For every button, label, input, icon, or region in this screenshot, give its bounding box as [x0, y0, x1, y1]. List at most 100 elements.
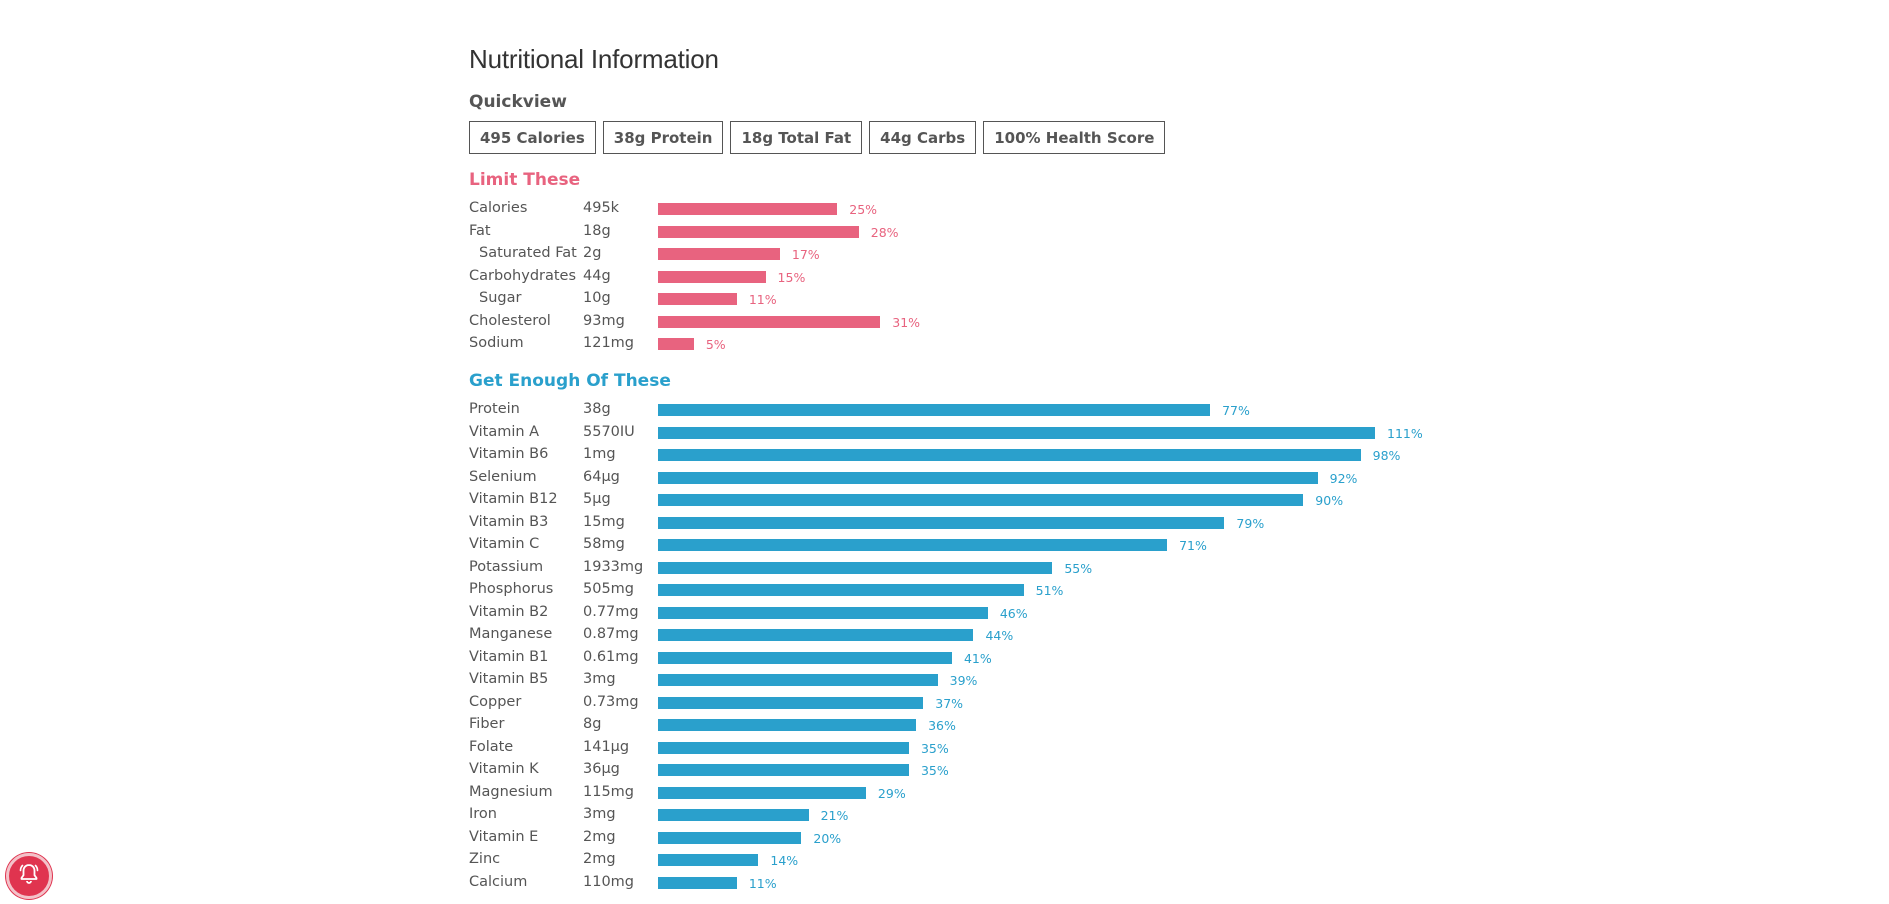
nutrient-name: Copper [469, 693, 522, 710]
nutrient-amount: 10g [583, 290, 611, 306]
nutrient-name: Fat [469, 222, 491, 239]
enough-bar [658, 809, 809, 821]
page-title: Nutritional Information [469, 44, 719, 74]
percent-label: 36% [928, 718, 956, 733]
percent-label: 11% [748, 292, 777, 307]
percent-label: 11% [748, 875, 777, 891]
nutrient-amount: 0.87mg [583, 626, 639, 642]
quickview-calories[interactable]: 495 Calories [469, 121, 596, 154]
quickview-carbs[interactable]: 44g Carbs [869, 121, 977, 154]
notification-bell-button[interactable] [6, 853, 52, 899]
percent-label: 20% [813, 830, 842, 846]
percent-label: 90% [1315, 493, 1344, 508]
percent-label: 111% [1387, 425, 1423, 441]
nutrient-amount: 0.77mg [583, 603, 639, 620]
enough-bar [658, 831, 802, 844]
nutrient-name: Vitamin B1 [469, 648, 549, 665]
enough-bar [658, 854, 759, 866]
nutrient-amount: 2mg [583, 851, 616, 867]
nutrient-name: Vitamin B3 [469, 513, 549, 530]
nutrient-name: Sodium [469, 335, 524, 351]
enough-bar [658, 741, 909, 754]
nutrient-name: Calcium [469, 873, 528, 890]
limit-bar [658, 203, 838, 215]
limit-bar [658, 315, 881, 328]
nutrient-name: Magnesium [469, 783, 553, 800]
percent-label: 28% [870, 224, 899, 240]
nutrient-name: Vitamin A [469, 423, 540, 440]
enough-bar [658, 494, 1304, 506]
nutrient-amount: 115mg [583, 783, 635, 800]
quickview-row: 495 Calories 38g Protein 18g Total Fat 4… [469, 121, 1166, 154]
nutrient-amount: 1933mg [583, 558, 644, 575]
nutrient-name: Zinc [469, 851, 501, 867]
nutrient-amount: 93mg [583, 312, 625, 329]
nutrient-amount: 2g [583, 245, 602, 261]
enough-bar [658, 561, 1053, 574]
percent-label: 39% [949, 673, 978, 688]
limit-heading: Limit These [469, 170, 581, 190]
nutrient-amount: 15mg [583, 513, 625, 530]
enough-bar [658, 606, 988, 619]
nutrient-name: Fiber [469, 716, 505, 732]
nutrient-name: Vitamin B5 [469, 671, 549, 687]
limit-bar [658, 225, 859, 238]
quickview-protein[interactable]: 38g Protein [602, 121, 724, 154]
nutrient-amount: 44g [583, 267, 611, 284]
percent-label: 25% [849, 202, 878, 217]
nutrient-amount: 8g [583, 716, 602, 732]
percent-label: 37% [935, 695, 964, 711]
nutrient-amount: 3mg [583, 671, 616, 687]
nutrient-amount: 505mg [583, 581, 635, 597]
enough-bar [658, 471, 1318, 484]
enough-bar [658, 764, 909, 776]
limit-bar [658, 270, 766, 283]
enough-bar [658, 584, 1024, 596]
nutrient-name: Iron [469, 806, 497, 822]
percent-label: 77% [1222, 403, 1250, 418]
nutrient-amount: 1mg [583, 446, 616, 462]
nutrient-name: Carbohydrates [469, 267, 577, 284]
nutrient-name: Protein [469, 401, 520, 417]
enough-heading: Get Enough Of These [469, 371, 671, 391]
enough-bar [658, 696, 924, 709]
percent-label: 21% [820, 808, 849, 823]
percent-label: 79% [1236, 515, 1265, 531]
enough-bar [658, 674, 938, 686]
nutrient-amount: 18g [583, 222, 611, 239]
percent-label: 29% [877, 785, 906, 801]
percent-label: 14% [770, 853, 799, 868]
enough-bar [658, 651, 952, 664]
percent-label: 35% [920, 763, 949, 778]
nutrient-amount: 110mg [583, 873, 635, 890]
limit-bar [658, 338, 694, 350]
nutrient-amount: 3mg [583, 806, 616, 822]
nutrient-name: Sugar [479, 290, 522, 306]
quickview-health-score[interactable]: 100% Health Score [983, 121, 1166, 154]
quickview-total-fat[interactable]: 18g Total Fat [730, 121, 863, 154]
enough-bar [658, 449, 1361, 461]
enough-bar [658, 719, 917, 731]
bell-icon [17, 862, 41, 890]
enough-bar [658, 876, 737, 889]
nutrient-amount: 5µg [583, 491, 611, 507]
nutrient-name: Vitamin B2 [469, 603, 549, 620]
nutrient-amount: 495k [583, 200, 620, 216]
nutrient-name: Vitamin K [469, 761, 539, 777]
nutrient-name: Phosphorus [469, 581, 554, 597]
nutrient-name: Vitamin C [469, 536, 540, 552]
nutrient-name: Vitamin B6 [469, 446, 549, 462]
enough-bar [658, 404, 1211, 416]
percent-label: 71% [1179, 538, 1207, 553]
percent-label: 5% [705, 337, 726, 352]
enough-bar [658, 539, 1168, 551]
quickview-heading: Quickview [469, 92, 567, 112]
nutrient-amount: 0.73mg [583, 693, 639, 710]
nutrient-name: Selenium [469, 468, 537, 485]
nutrient-amount: 36µg [583, 761, 620, 777]
percent-label: 31% [892, 314, 921, 330]
nutrient-amount: 64µg [583, 468, 620, 485]
enough-bar [658, 426, 1375, 439]
nutrient-name: Cholesterol [469, 312, 551, 329]
nutrient-name: Calories [469, 200, 528, 216]
